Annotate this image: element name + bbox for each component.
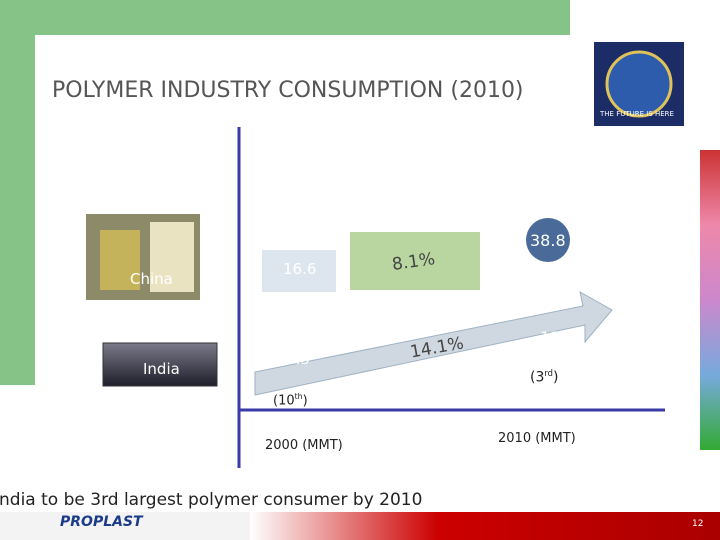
logo-globe [605,50,673,118]
caption: India to be 3rd largest polymer consumer… [0,490,423,510]
slide-title: POLYMER INDUSTRY CONSUMPTION (2010) [52,78,524,103]
logo-text: THE FUTURE IS HERE [600,110,674,118]
footer-logo-bg [0,512,250,540]
bottles-photo [262,250,336,292]
china-label: China [130,270,173,288]
china-photo-pack [150,222,194,292]
india-label: India [143,360,180,378]
india-button [102,342,218,387]
rank-text: (10 [273,393,295,409]
china-2010-value: 38.8 [530,231,566,250]
china-2000-value: 16.6 [283,260,317,278]
side-strip [700,150,720,450]
rank-2010: (3rd) [530,368,558,386]
bottom-bar [250,512,720,540]
page-number: 12 [692,519,704,529]
rank-text: (3 [530,369,545,386]
toys-photo [350,232,480,290]
china-photo-pack [100,230,140,290]
rank-2000: (10th) [273,392,308,408]
axis-2010-label: 2010 (MMT) [498,431,576,446]
footer-brand: PROPLAST [60,514,143,530]
axis-2000-label: 2000 (MMT) [265,438,343,453]
globe-icon [526,218,570,262]
rank-text: ) [302,393,308,409]
rank-text: ) [553,369,559,386]
rank-sup: th [294,392,303,401]
growth-arrow [254,291,613,396]
india-2010-value: 12.5 [540,328,576,347]
india-2000-value: 3.3 [286,350,310,368]
rank-sup: rd [544,368,553,378]
